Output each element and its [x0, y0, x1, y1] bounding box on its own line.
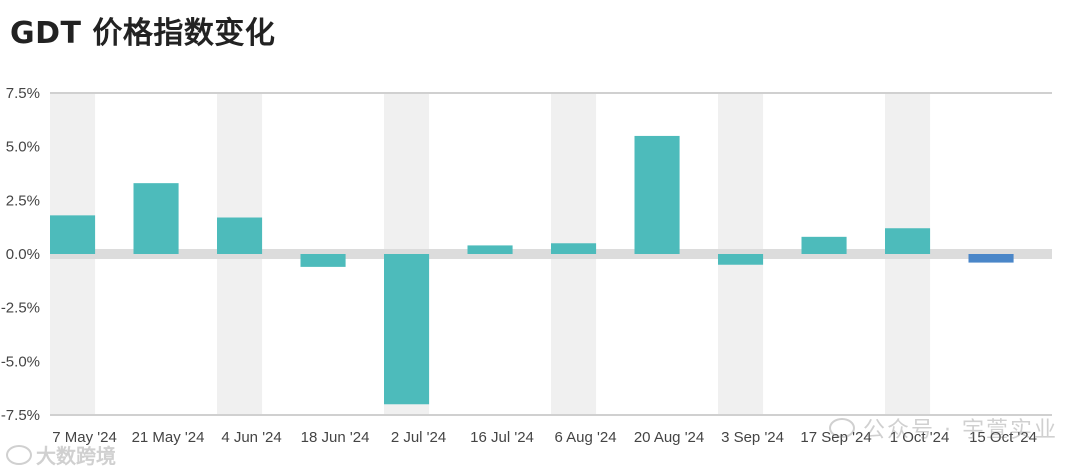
y-tick-label: 5.0% — [6, 139, 40, 156]
y-tick-label: 0.0% — [6, 246, 40, 263]
bar — [718, 254, 764, 265]
bar — [50, 215, 96, 254]
bar — [551, 243, 597, 254]
y-tick-label: -5.0% — [1, 353, 40, 370]
bar — [384, 254, 430, 405]
bar — [885, 228, 931, 254]
x-tick-label: 3 Sep '24 — [721, 429, 784, 446]
x-tick-label: 1 Oct '24 — [890, 429, 950, 446]
bar — [968, 254, 1014, 263]
x-tick-label: 7 May '24 — [52, 429, 117, 446]
x-tick-label: 4 Jun '24 — [221, 429, 281, 446]
bar — [634, 135, 680, 254]
chart-title: GDT 价格指数变化 — [10, 16, 276, 51]
bar — [300, 254, 346, 267]
x-tick-label: 15 Oct '24 — [969, 429, 1037, 446]
bar — [217, 217, 263, 254]
x-tick-label: 16 Jul '24 — [470, 429, 534, 446]
bar — [133, 183, 179, 254]
bar — [801, 236, 847, 254]
x-tick-label: 18 Jun '24 — [301, 429, 370, 446]
y-tick-label: 7.5% — [6, 85, 40, 102]
x-tick-label: 21 May '24 — [132, 429, 205, 446]
bar — [467, 245, 513, 254]
x-tick-label: 2 Jul '24 — [391, 429, 446, 446]
y-tick-label: -7.5% — [1, 407, 40, 424]
y-tick-label: -2.5% — [1, 300, 40, 317]
x-tick-label: 17 Sep '24 — [800, 429, 871, 446]
x-tick-label: 6 Aug '24 — [554, 429, 616, 446]
x-tick-label: 20 Aug '24 — [634, 429, 704, 446]
y-tick-label: 2.5% — [6, 192, 40, 209]
